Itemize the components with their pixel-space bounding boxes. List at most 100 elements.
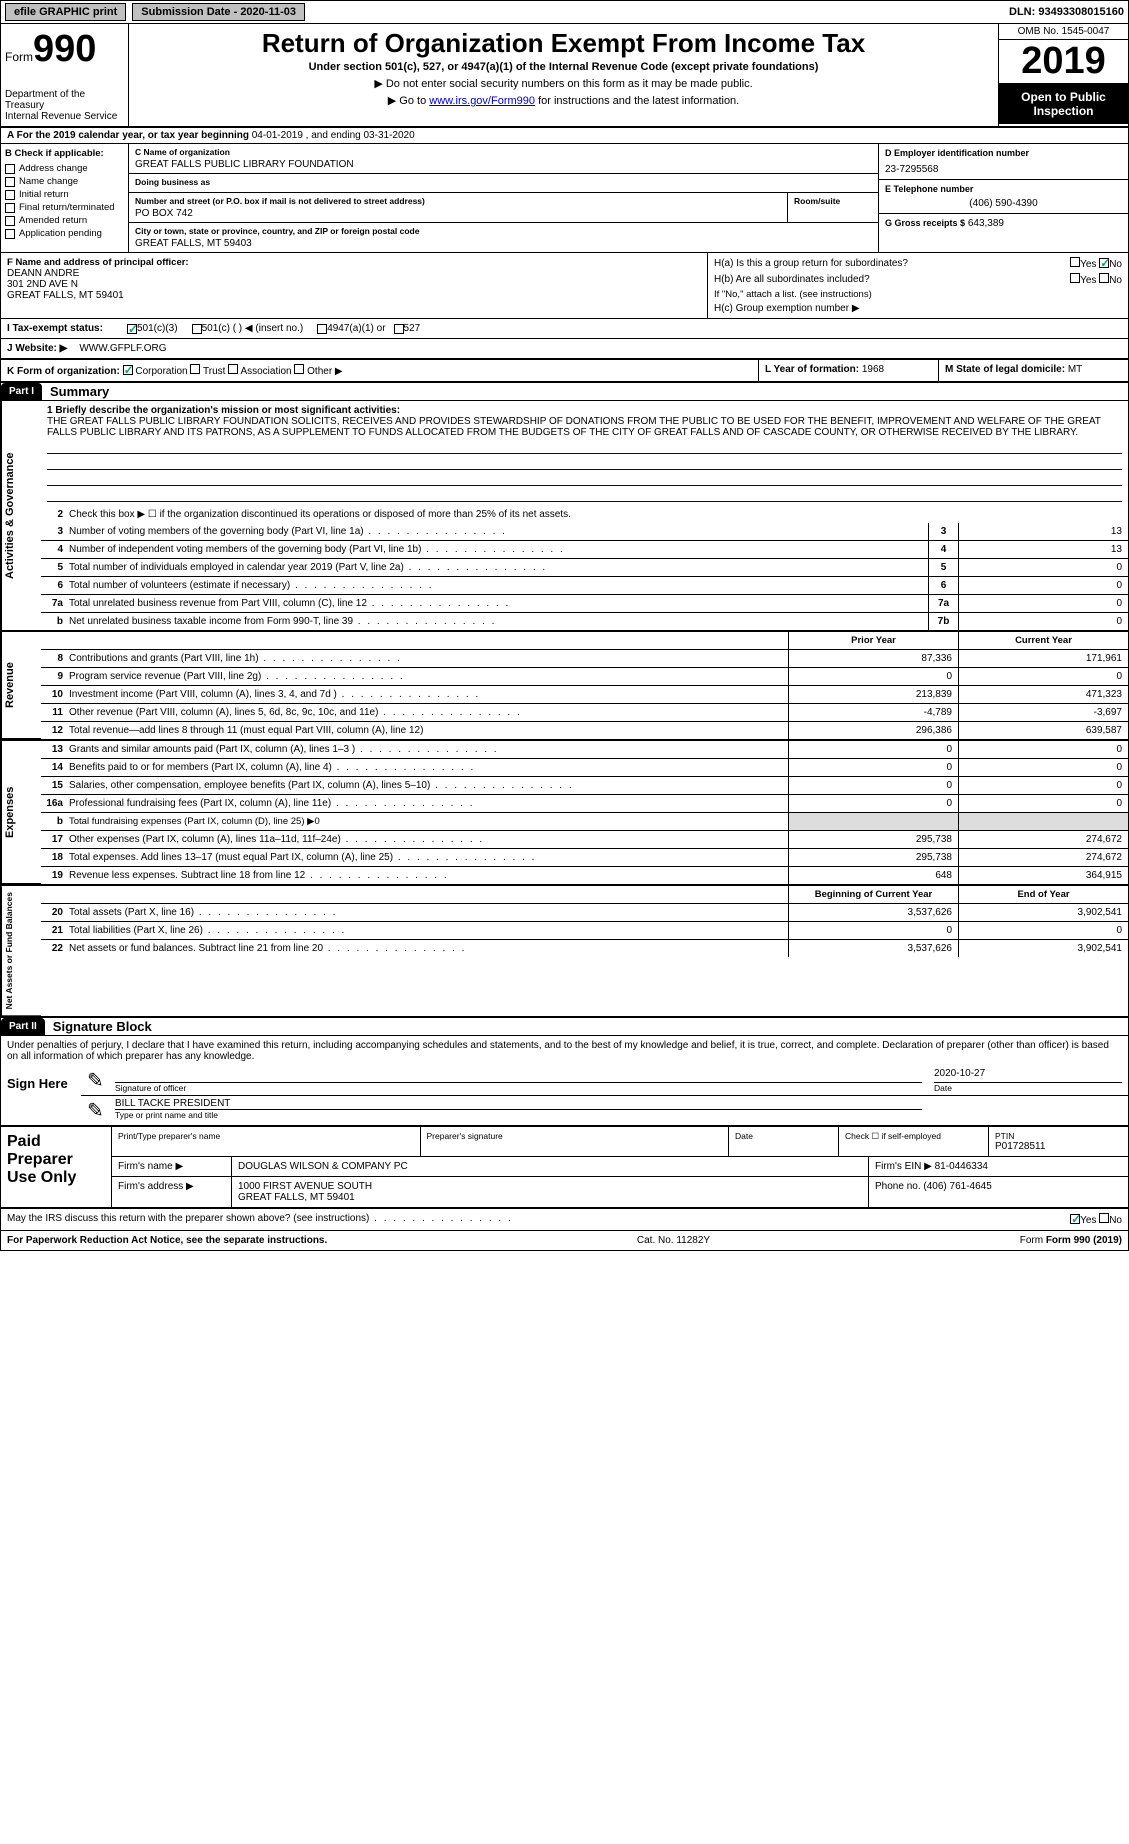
i-501c: 501(c) ( ) ◀ (insert no.)	[202, 323, 304, 334]
k-corp-checkbox[interactable]	[123, 365, 133, 375]
form-ref-text: Form 990 (2019)	[1046, 1235, 1122, 1246]
firm-phone-label: Phone no.	[875, 1181, 921, 1192]
column-b-checkboxes: B Check if applicable: Address change Na…	[1, 144, 129, 252]
summary-revenue: Revenue Prior YearCurrent Year 8Contribu…	[1, 632, 1128, 741]
p16b	[788, 813, 958, 830]
b-initial: Initial return	[19, 189, 69, 200]
p15: 0	[788, 777, 958, 794]
c9: 0	[958, 668, 1128, 685]
ssn-warning: ▶ Do not enter social security numbers o…	[139, 77, 988, 90]
pra-notice: For Paperwork Reduction Act Notice, see …	[7, 1235, 327, 1246]
checkbox-initial-return[interactable]	[5, 190, 15, 200]
d-gross-label: G Gross receipts $	[885, 218, 965, 228]
line-11: Other revenue (Part VIII, column (A), li…	[65, 704, 788, 721]
ha-yes: Yes	[1080, 259, 1096, 270]
declaration-text: Under penalties of perjury, I declare th…	[1, 1036, 1128, 1066]
p16a: 0	[788, 795, 958, 812]
mission-blank	[47, 474, 1122, 486]
tab-netassets: Net Assets or Fund Balances	[1, 886, 41, 1016]
p14: 0	[788, 759, 958, 776]
irs-link[interactable]: www.irs.gov/Form990	[429, 95, 535, 107]
line-13: Grants and similar amounts paid (Part IX…	[65, 741, 788, 758]
firm-addr1: 1000 FIRST AVENUE SOUTH	[238, 1181, 862, 1192]
ha-yes-checkbox[interactable]	[1070, 257, 1080, 267]
c20: 3,902,541	[958, 904, 1128, 921]
goto-pre: ▶ Go to	[388, 95, 429, 107]
p20: 3,537,626	[788, 904, 958, 921]
efile-graphic-print-button[interactable]: efile GRAPHIC print	[5, 3, 126, 21]
line-15: Salaries, other compensation, employee b…	[65, 777, 788, 794]
public-inspection: Open to Public Inspection	[999, 84, 1128, 124]
line-17: Other expenses (Part IX, column (A), lin…	[65, 831, 788, 848]
k-assoc: Association	[240, 366, 291, 377]
hb-no: No	[1109, 275, 1122, 286]
hb-label: H(b) Are all subordinates included?	[714, 274, 870, 285]
summary-governance: Activities & Governance 1 Briefly descri…	[1, 401, 1128, 632]
tax-year: 2019	[999, 40, 1128, 84]
omb-number: OMB No. 1545-0047	[999, 24, 1128, 40]
discuss-no-checkbox[interactable]	[1099, 1213, 1109, 1223]
b-amended: Amended return	[19, 215, 87, 226]
c-dba-label: Doing business as	[135, 177, 872, 187]
c15: 0	[958, 777, 1128, 794]
i-527-checkbox[interactable]	[394, 324, 404, 334]
line-4: Number of independent voting members of …	[65, 541, 928, 558]
column-c-org-info: C Name of organization GREAT FALLS PUBLI…	[129, 144, 878, 252]
year-formation: 1968	[862, 364, 884, 375]
officer-name: DEANN ANDRE	[7, 268, 701, 279]
c8: 171,961	[958, 650, 1128, 667]
part-ii-title: Signature Block	[53, 1019, 152, 1034]
checkbox-final-return[interactable]	[5, 203, 15, 213]
b-address-change: Address change	[19, 163, 88, 174]
i-label: I Tax-exempt status:	[7, 323, 127, 334]
c13: 0	[958, 741, 1128, 758]
i-501c3: 501(c)(3)	[137, 323, 178, 334]
c14: 0	[958, 759, 1128, 776]
hc-label: H(c) Group exemption number ▶	[714, 303, 1122, 314]
line-14: Benefits paid to or for members (Part IX…	[65, 759, 788, 776]
form-num: 990	[33, 28, 96, 70]
column-d-contact: D Employer identification number 23-7295…	[878, 144, 1128, 252]
hb-no-checkbox[interactable]	[1099, 273, 1109, 283]
checkbox-application-pending[interactable]	[5, 229, 15, 239]
line-2: Check this box ▶ ☐ if the organization d…	[65, 506, 1128, 523]
ein: 23-7295568	[885, 164, 1122, 175]
submission-date-button[interactable]: Submission Date - 2020-11-03	[132, 3, 305, 21]
signature-block: Under penalties of perjury, I declare th…	[1, 1036, 1128, 1127]
line-6: Total number of volunteers (estimate if …	[65, 577, 928, 594]
checkbox-address-change[interactable]	[5, 164, 15, 174]
i-4947-checkbox[interactable]	[317, 324, 327, 334]
c16b	[958, 813, 1128, 830]
mission-text: THE GREAT FALLS PUBLIC LIBRARY FOUNDATIO…	[47, 416, 1122, 438]
checkbox-name-change[interactable]	[5, 177, 15, 187]
i-501c-checkbox[interactable]	[192, 324, 202, 334]
i-501c3-checkbox[interactable]	[127, 324, 137, 334]
k-other-checkbox[interactable]	[294, 364, 304, 374]
form-990-page: efile GRAPHIC print Submission Date - 20…	[0, 0, 1129, 1251]
line-10: Investment income (Part VIII, column (A)…	[65, 686, 788, 703]
sig-date-label: Date	[934, 1082, 1122, 1093]
topbar: efile GRAPHIC print Submission Date - 20…	[1, 1, 1128, 24]
hb-yes-checkbox[interactable]	[1070, 273, 1080, 283]
k-other: Other ▶	[307, 366, 342, 377]
org-name: GREAT FALLS PUBLIC LIBRARY FOUNDATION	[135, 157, 872, 170]
summary-netassets: Net Assets or Fund Balances Beginning of…	[1, 886, 1128, 1018]
hb-yes: Yes	[1080, 275, 1096, 286]
ha-no-checkbox[interactable]	[1099, 258, 1109, 268]
c18: 274,672	[958, 849, 1128, 866]
firm-ein-label: Firm's EIN ▶	[875, 1161, 932, 1172]
checkbox-amended[interactable]	[5, 216, 15, 226]
hdr-beginning: Beginning of Current Year	[788, 886, 958, 903]
k-trust-checkbox[interactable]	[190, 364, 200, 374]
sig-name-label: Type or print name and title	[115, 1109, 922, 1120]
c-city-label: City or town, state or province, country…	[135, 226, 872, 236]
line-a-tax-year: A For the 2019 calendar year, or tax yea…	[1, 128, 1128, 144]
part-i-tag: Part I	[1, 383, 42, 400]
k-assoc-checkbox[interactable]	[228, 364, 238, 374]
goto-line: ▶ Go to www.irs.gov/Form990 for instruct…	[139, 94, 988, 107]
officer-addr1: 301 2ND AVE N	[7, 279, 701, 290]
gross-receipts: 643,389	[968, 218, 1004, 229]
b-name-change: Name change	[19, 176, 78, 187]
discuss-yes-checkbox[interactable]	[1070, 1214, 1080, 1224]
line-8: Contributions and grants (Part VIII, lin…	[65, 650, 788, 667]
